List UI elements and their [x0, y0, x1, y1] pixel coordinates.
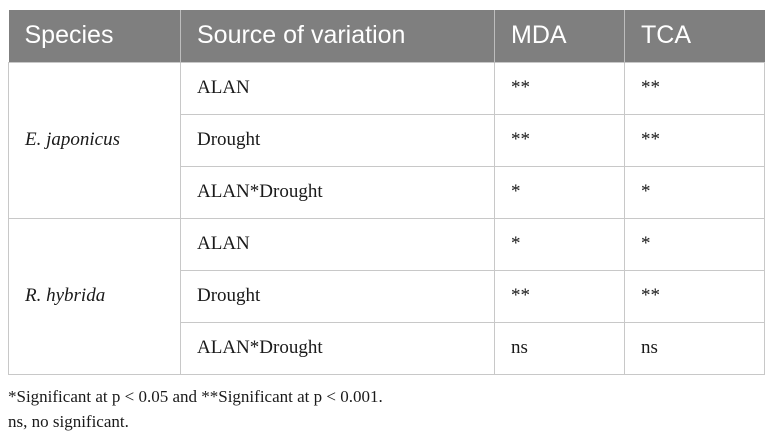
- mda-cell: **: [494, 61, 625, 115]
- tca-cell: **: [624, 61, 765, 115]
- footnote-significance: *Significant at p < 0.05 and **Significa…: [8, 387, 383, 406]
- footnote-ns: ns, no significant.: [8, 412, 129, 431]
- header-mda: MDA: [494, 10, 625, 62]
- table-row: Drought ** **: [9, 269, 765, 323]
- table-row: Drought ** **: [9, 113, 765, 167]
- tca-cell: **: [624, 269, 765, 323]
- source-cell: Drought: [180, 269, 495, 323]
- mda-cell: ns: [494, 321, 625, 375]
- tca-cell: *: [624, 165, 765, 219]
- mda-cell: *: [494, 165, 625, 219]
- table-header-row: Species Source of variation MDA TCA: [8, 10, 765, 62]
- tca-cell: ns: [624, 321, 765, 375]
- table-footnotes: *Significant at p < 0.05 and **Significa…: [8, 384, 383, 434]
- results-table-container: Species Source of variation MDA TCA E. j…: [8, 10, 765, 375]
- table-row: ALAN*Drought ns ns: [9, 321, 765, 375]
- mda-cell: **: [494, 113, 625, 167]
- source-cell: ALAN*Drought: [180, 165, 495, 219]
- significance-table: Species Source of variation MDA TCA E. j…: [8, 10, 765, 375]
- mda-cell: *: [494, 217, 625, 271]
- source-cell: ALAN*Drought: [180, 321, 495, 375]
- species-cell: R. hybrida: [8, 217, 181, 375]
- source-cell: ALAN: [180, 61, 495, 115]
- source-cell: Drought: [180, 113, 495, 167]
- table-row: R. hybrida ALAN * *: [8, 217, 765, 375]
- source-cell: ALAN: [180, 217, 495, 271]
- table-row: ALAN*Drought * *: [9, 165, 765, 219]
- header-tca: TCA: [624, 10, 765, 62]
- species-cell: E. japonicus: [8, 61, 181, 219]
- mda-cell: **: [494, 269, 625, 323]
- tca-cell: *: [624, 217, 765, 271]
- table-row: E. japonicus ALAN ** **: [8, 61, 765, 219]
- header-species: Species: [8, 10, 181, 62]
- tca-cell: **: [624, 113, 765, 167]
- header-source-of-variation: Source of variation: [180, 10, 495, 62]
